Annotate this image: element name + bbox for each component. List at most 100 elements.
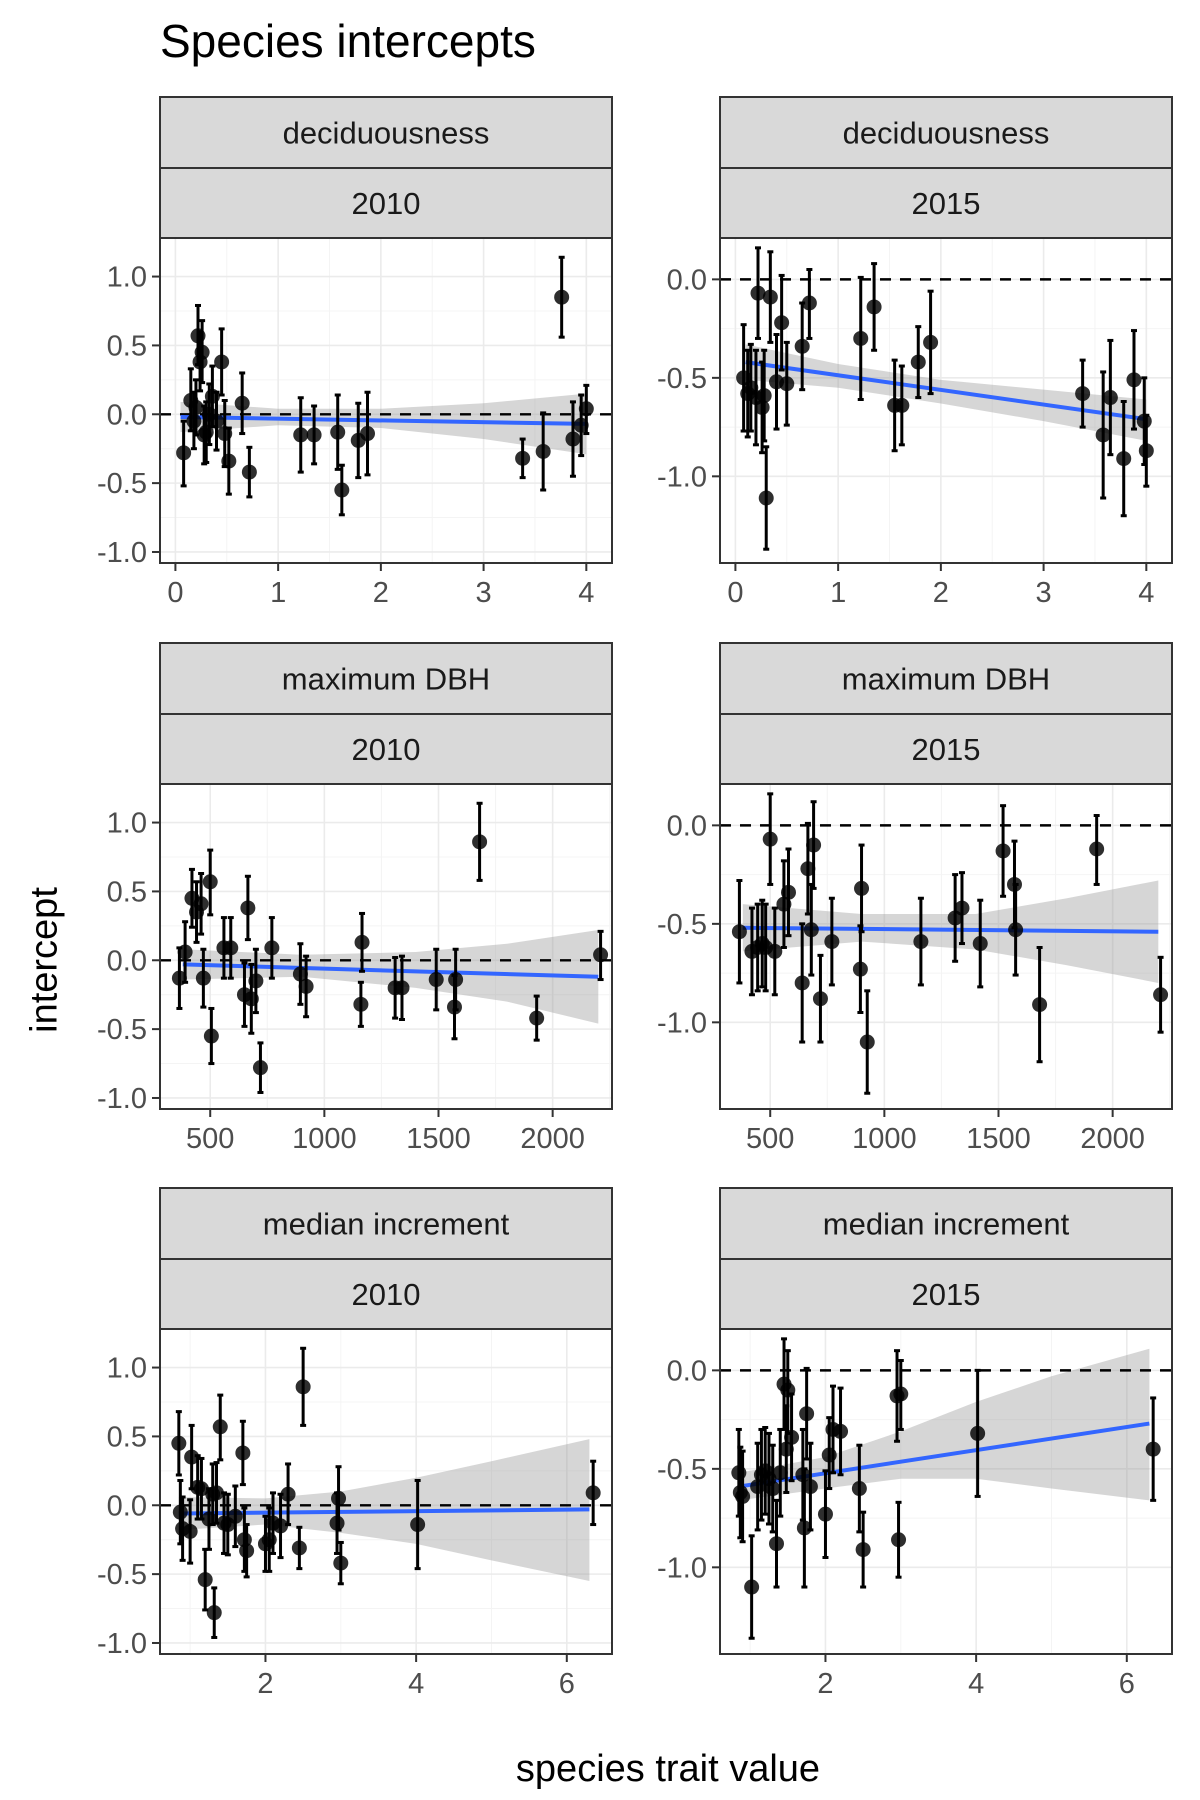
data-point [1008,922,1024,938]
strip-year-label: 2015 [912,732,981,767]
data-point [744,1579,760,1595]
data-point [772,1465,788,1481]
data-point [765,1481,781,1497]
data-point [240,900,256,916]
x-tick-label: 3 [1036,577,1052,609]
x-tick-label: 2000 [1080,1123,1145,1155]
data-point [780,884,796,900]
data-point [171,1435,187,1451]
data-point [1075,386,1091,402]
data-point [298,978,314,994]
data-point [212,1419,228,1435]
data-point [291,1540,307,1556]
data-point [853,330,869,346]
data-point [1032,997,1048,1013]
data-point [176,445,192,461]
strip-year [159,1258,613,1330]
panel-border [159,1328,613,1655]
data-point [855,1542,871,1558]
data-point [252,1060,268,1076]
data-point [1153,987,1169,1003]
data-point [803,922,819,938]
x-tick-label: 2 [933,577,949,609]
data-point [762,831,778,847]
data-point [800,861,816,877]
y-tick-label: 1.0 [107,808,147,840]
y-tick-label: 0.0 [107,1490,147,1522]
data-point [193,896,209,912]
y-tick-label: 0.0 [107,399,147,431]
data-point [292,966,308,982]
data-point [762,289,778,305]
strip-trait-label: deciduousness [843,116,1050,151]
plot-area [160,238,612,563]
data-point [329,1515,345,1531]
y-tick-label: -0.5 [657,363,707,395]
data-point [995,843,1011,859]
data-point [197,1572,213,1588]
x-tick-label: 2000 [520,1123,585,1155]
data-point [235,1445,251,1461]
data-point [221,453,237,469]
data-point [295,1379,311,1395]
y-tick-label: 0.5 [107,330,147,362]
data-point [206,1605,222,1621]
strip-trait [159,1187,613,1260]
strip-year-label: 2010 [352,732,421,767]
panel-deciduousness-2010: deciduousness 2010 0 1 2 3 4 1.0 0.5 0.0 -0.5 -1.0 [97,96,613,609]
strip-year-label: 2015 [912,186,981,221]
data-point [894,397,910,413]
data-point [778,1441,794,1457]
data-point [774,315,790,331]
data-point [769,1536,784,1552]
y-tick-label: -1.0 [97,537,147,569]
data-point [812,991,828,1007]
panel-maximum-dbh-2015: maximum DBH 2015 500 1000 1500 2000 0.0 -0.5 -1.… [657,642,1173,1155]
data-point [1102,390,1118,406]
x-axis-label: species trait value [515,1748,821,1790]
x-tick-label: 1 [270,577,286,609]
strip-trait-label: median increment [263,1207,510,1242]
data-point [428,972,444,988]
data-point [182,1523,198,1539]
strip-year [159,713,613,785]
panel-deciduousness-2015: deciduousness 2015 0 1 2 3 4 0.0 -0.5 -1.0 [657,96,1173,609]
data-point [1089,841,1105,857]
data-point [515,450,531,466]
y-tick-label: 0.0 [667,810,707,842]
y-tick-label: -1.0 [657,461,707,493]
data-point [1136,413,1152,429]
data-point [795,1467,811,1483]
y-tick-label: -0.5 [97,468,147,500]
data-point [1138,443,1154,459]
chart-title: Species intercepts [160,15,536,67]
y-tick-label: -0.5 [657,909,707,941]
strip-year [159,167,613,239]
y-tick-label: 1.0 [107,1353,147,1385]
data-point [194,344,210,360]
data-point [799,1406,815,1422]
data-point [209,413,224,429]
data-point [333,1555,349,1571]
data-point [794,338,810,354]
data-point [893,1386,909,1402]
data-point [472,834,488,850]
strip-trait-label: median increment [823,1207,1070,1242]
data-point [796,1520,812,1536]
panel-border [719,783,1173,1110]
data-point [331,1490,347,1506]
panel-border [719,237,1173,564]
plot-area [160,784,612,1109]
data-point [784,1429,800,1445]
data-point [280,1486,296,1502]
strip-year [719,167,1173,239]
regression-line [178,1507,590,1516]
data-point [913,934,929,950]
x-tick-label: 6 [1119,1668,1135,1700]
panel-median-increment-2015: median increment 2015 2 4 6 0.0 -0.5 -1.0 [657,1187,1173,1700]
data-point [353,996,369,1012]
data-point [731,924,747,940]
data-point [203,1028,219,1044]
data-point [293,427,309,443]
